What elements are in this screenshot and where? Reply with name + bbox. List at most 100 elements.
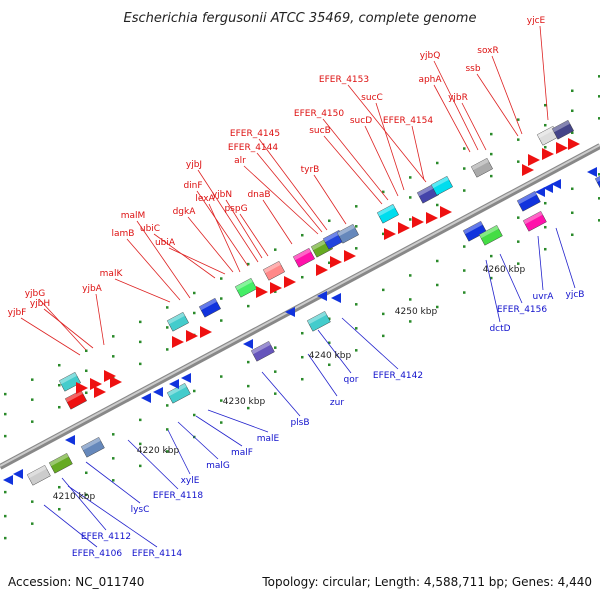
kbp-label: 4260 kbp xyxy=(483,265,526,275)
gene-box xyxy=(470,157,493,178)
gene-label-top: EFER_4150 xyxy=(294,109,344,119)
gene-arrow xyxy=(316,264,328,276)
gene-label-top: dnaB xyxy=(247,190,270,200)
gene-arrow xyxy=(568,138,580,150)
gene-label-top: yjbH xyxy=(30,299,50,309)
gene-box xyxy=(198,297,221,318)
gene-label-top: sucD xyxy=(350,116,372,126)
gene-arrow xyxy=(65,435,75,445)
gene-box xyxy=(292,247,315,268)
gene-arrow xyxy=(285,307,295,317)
kbp-labels: 4210 kbp 4220 kbp 4230 kbp 4240 kbp 4250 kbp… xyxy=(53,265,526,502)
gene-arrow xyxy=(551,179,561,189)
gene-box xyxy=(234,277,257,298)
gene-arrow xyxy=(384,228,396,240)
gene-arrow xyxy=(543,183,553,193)
gene-label-top: dgkA xyxy=(173,207,197,217)
gene-label-bottom: EFER_4156 xyxy=(497,305,547,315)
gene-label-bottom: EFER_4112 xyxy=(81,532,131,542)
gene-label-top: sucC xyxy=(361,93,383,103)
gene-label-top: ubiA xyxy=(155,238,176,248)
gene-box xyxy=(516,191,541,212)
gene-features xyxy=(3,119,600,486)
gene-box xyxy=(48,453,73,474)
summary-label: Topology: circular; Length: 4,588,711 bp… xyxy=(261,575,592,589)
gene-label-bottom: malG xyxy=(206,461,230,471)
gene-arrow xyxy=(587,167,597,177)
gene-label-bottom: xylE xyxy=(181,476,200,486)
kbp-label: 4230 kbp xyxy=(223,397,266,407)
genome-backbone xyxy=(0,143,600,470)
gene-box xyxy=(64,389,87,410)
gene-box xyxy=(462,221,487,242)
gene-arrow xyxy=(153,387,163,397)
gene-label-top: alr xyxy=(234,156,246,166)
gene-label-top: pspG xyxy=(224,204,247,214)
gene-box xyxy=(166,383,191,404)
gene-label-top: malK xyxy=(100,269,124,279)
gene-arrow xyxy=(200,326,212,338)
gene-arrow xyxy=(522,164,534,176)
gene-label-top: tyrB xyxy=(301,165,320,175)
gene-arrow xyxy=(398,222,410,234)
kbp-label: 4250 kbp xyxy=(395,307,438,317)
gene-arrow xyxy=(243,339,253,349)
gene-label-bottom: EFER_4106 xyxy=(72,549,122,559)
gene-box xyxy=(166,311,189,332)
gene-arrow xyxy=(110,376,122,388)
gene-box xyxy=(336,223,359,244)
gene-box xyxy=(306,311,331,332)
gene-box xyxy=(58,371,81,392)
label-leaders xyxy=(20,25,576,548)
gene-box xyxy=(250,341,275,362)
gene-arrow xyxy=(330,256,342,268)
gene-label-bottom: zur xyxy=(330,398,344,408)
gene-label-bottom: lysC xyxy=(131,505,150,515)
gene-label-bottom: EFER_4118 xyxy=(153,491,203,501)
gene-arrow xyxy=(535,187,545,197)
gene-box xyxy=(26,465,51,486)
gene-box xyxy=(522,211,547,232)
gene-label-top: lexA xyxy=(195,194,215,204)
kbp-label: 4210 kbp xyxy=(53,492,96,502)
gene-label-top: lamB xyxy=(112,229,135,239)
gene-label-top: yjbN xyxy=(212,190,232,200)
gene-box xyxy=(430,175,453,196)
gene-arrow xyxy=(76,382,88,394)
gene-label-top: aphA xyxy=(418,75,442,85)
gene-label-top: yjbG xyxy=(25,289,46,299)
gene-box xyxy=(262,260,285,281)
gene-label-top: dinF xyxy=(183,181,202,191)
gene-label-top: sucB xyxy=(309,126,331,136)
kbp-label: 4220 kbp xyxy=(137,446,180,456)
gene-arrow xyxy=(169,379,179,389)
gene-label-top: yjbJ xyxy=(186,160,202,170)
gene-label-top: soxR xyxy=(477,46,499,56)
gene-label-top: yjbF xyxy=(8,308,27,318)
gene-arrow xyxy=(172,336,184,348)
gene-label-top: EFER_4154 xyxy=(383,116,433,126)
gene-arrow xyxy=(344,250,356,262)
gene-arrow xyxy=(3,475,13,485)
gene-label-bottom: plsB xyxy=(290,418,309,428)
gene-arrow xyxy=(181,373,191,383)
gene-label-bottom: qor xyxy=(344,375,359,385)
gene-label-top: yjbA xyxy=(82,284,103,294)
gene-label-top: malM xyxy=(121,211,146,221)
gene-arrow xyxy=(94,386,106,398)
gene-box xyxy=(80,437,105,458)
gene-label-bottom: yjcB xyxy=(566,290,585,300)
gene-arrow xyxy=(542,148,554,160)
gene-arrow xyxy=(556,142,568,154)
gene-label-bottom: malF xyxy=(231,448,253,458)
gene-arrow xyxy=(284,276,296,288)
kbp-label: 4240 kbp xyxy=(309,351,352,361)
gene-label-bottom: malE xyxy=(257,434,280,444)
gene-arrow xyxy=(528,154,540,166)
gene-label-bottom: dctD xyxy=(489,324,510,334)
gene-arrow xyxy=(270,282,282,294)
gene-arrow xyxy=(141,393,151,403)
